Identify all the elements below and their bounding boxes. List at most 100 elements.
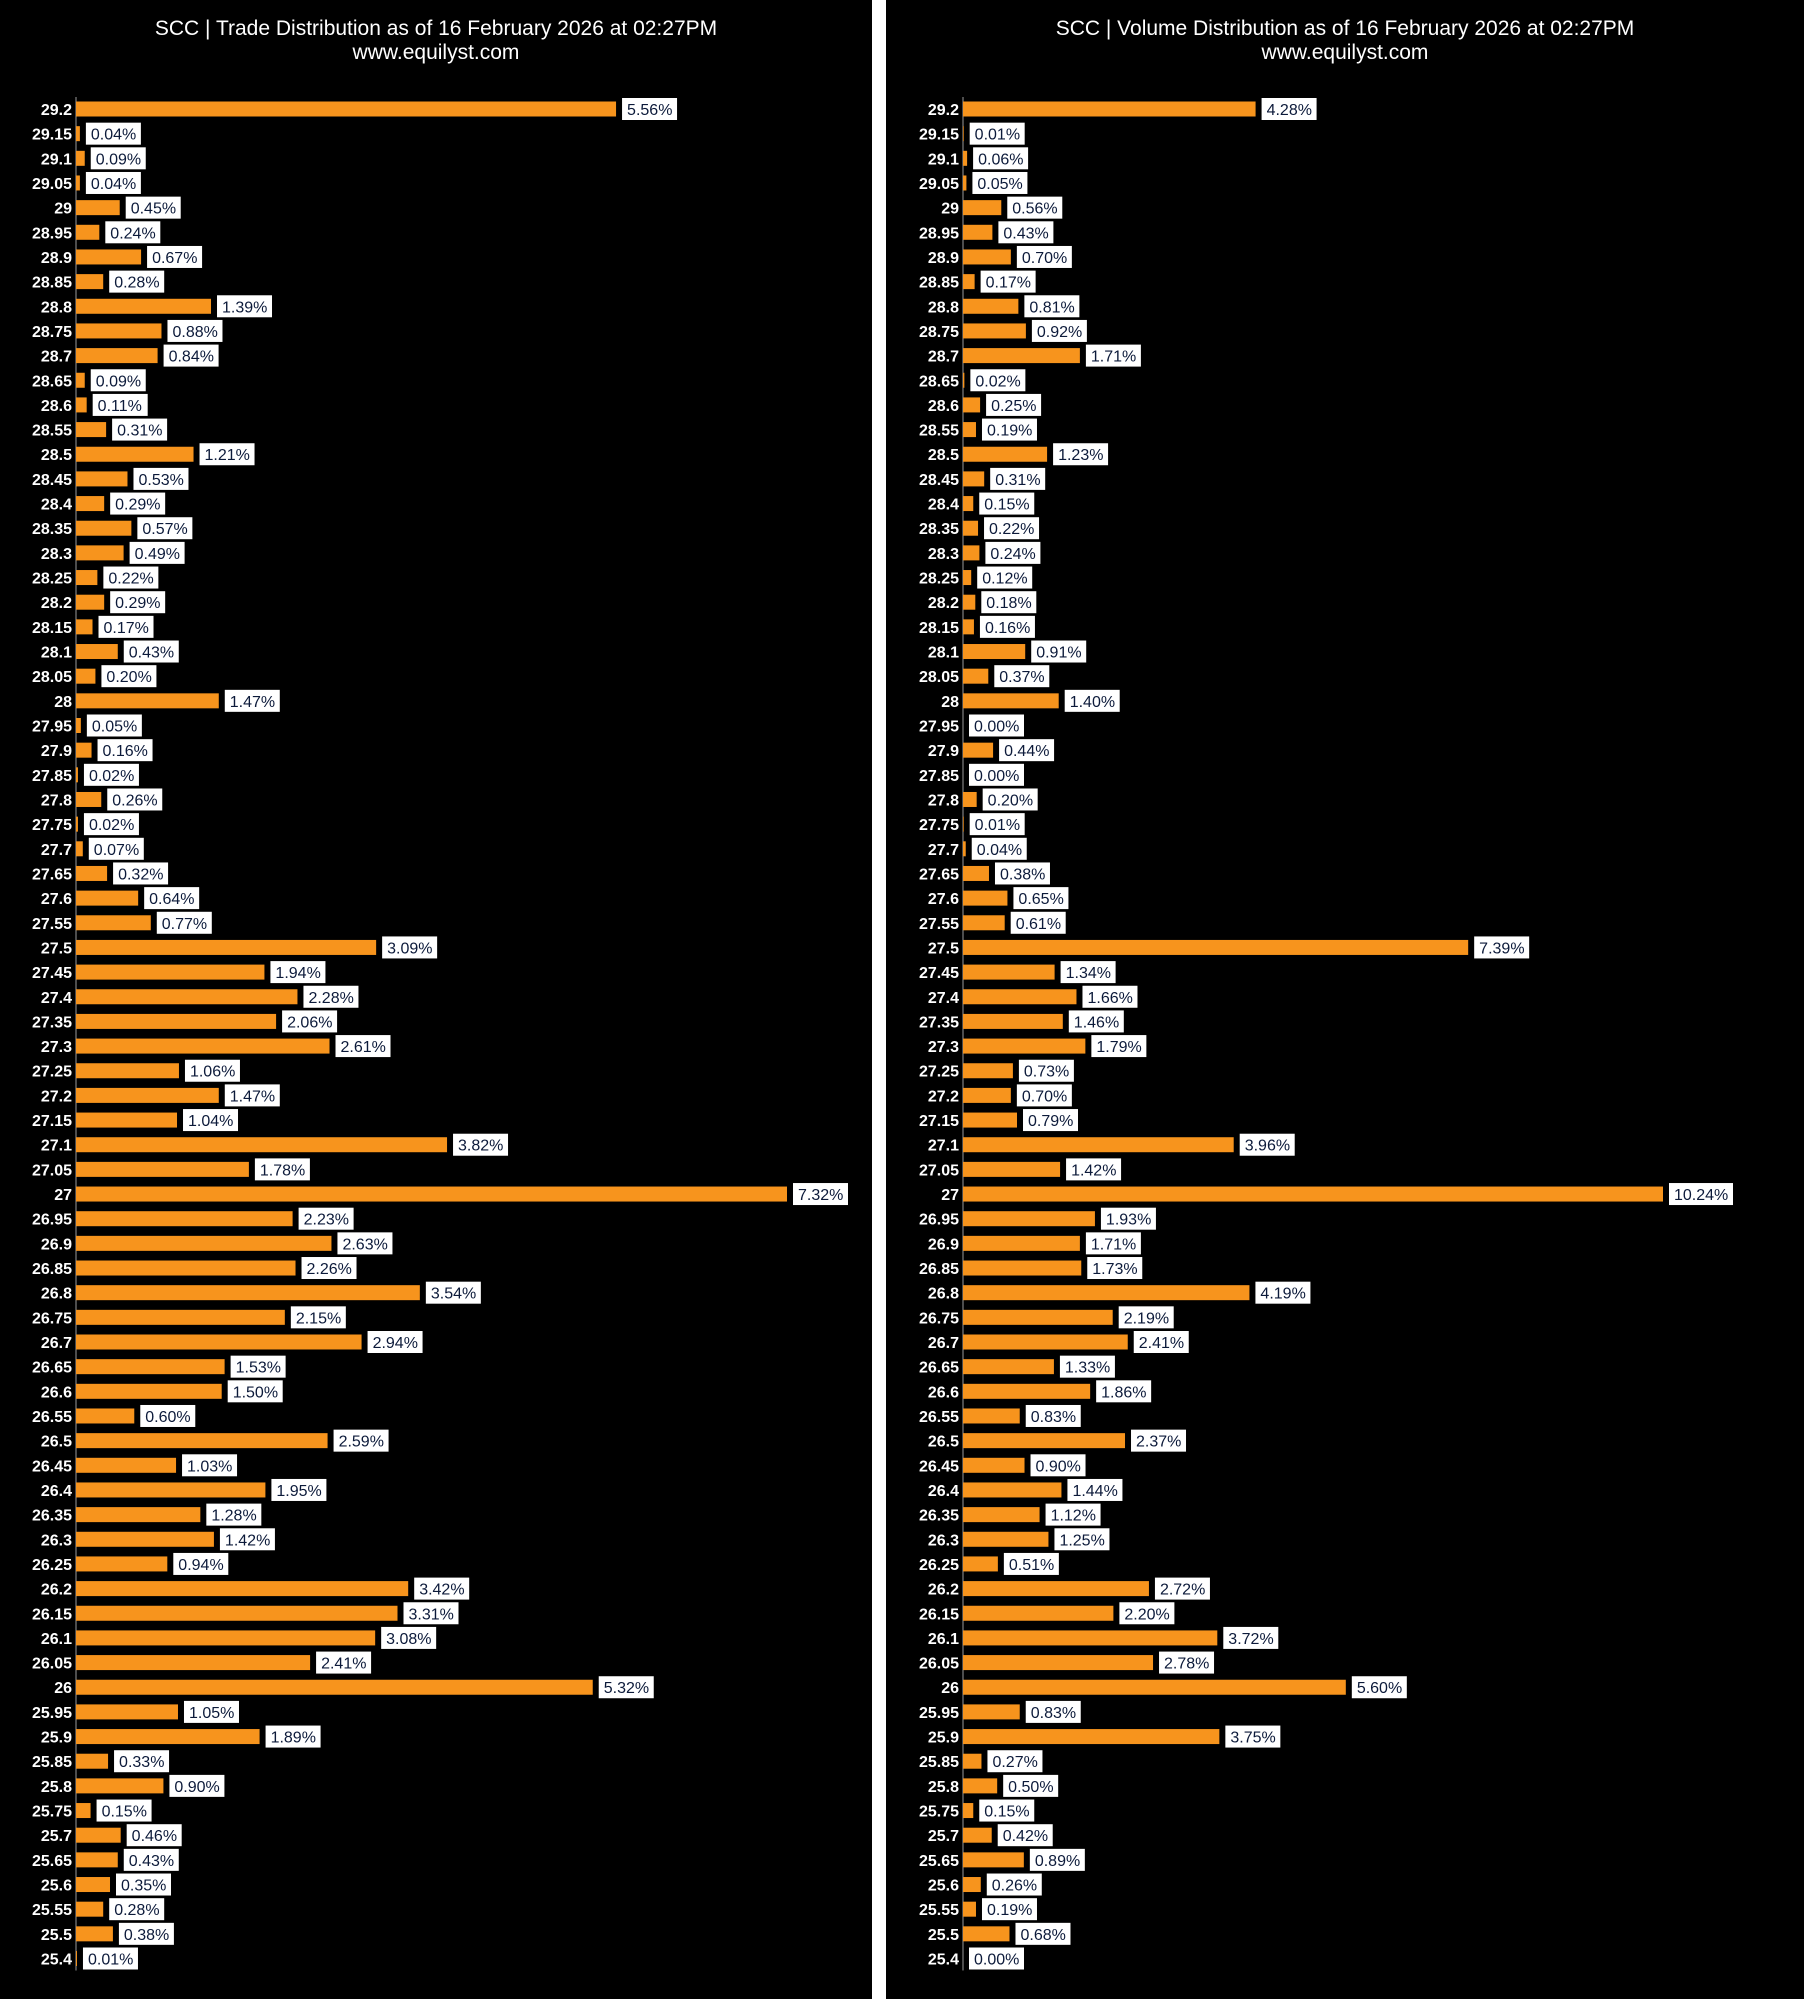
data-label-box [333, 1429, 389, 1452]
bar [963, 1679, 1346, 1695]
data-label: 2.06% [287, 1014, 332, 1031]
category-label: 26.2 [41, 1582, 72, 1599]
data-label: 2.20% [1124, 1606, 1169, 1623]
data-label: 0.26% [112, 792, 157, 809]
data-label: 0.65% [1018, 891, 1063, 908]
chart-title-line1: SCC | Trade Distribution as of 16 Februa… [154, 17, 718, 40]
category-label: 28.8 [41, 299, 72, 316]
data-label-box [971, 837, 1027, 860]
data-label: 0.01% [88, 1952, 133, 1969]
data-label: 1.53% [236, 1360, 281, 1377]
category-label: 28.4 [928, 497, 959, 514]
bar [963, 1186, 1663, 1202]
data-label: 0.90% [174, 1779, 219, 1796]
data-label-box [1133, 1331, 1189, 1353]
category-label: 27.4 [41, 990, 72, 1007]
bar [76, 200, 120, 216]
data-label-box [271, 1478, 327, 1501]
bar [76, 274, 104, 290]
data-label-box [301, 1257, 357, 1280]
category-label: 26.3 [928, 1532, 959, 1549]
data-label-box [1023, 1109, 1079, 1132]
category-label: 26.4 [928, 1483, 959, 1500]
category-label: 27.2 [41, 1088, 72, 1105]
data-label-box [86, 714, 142, 737]
data-label: 0.29% [115, 497, 160, 514]
data-label: 0.24% [110, 225, 155, 242]
bar [963, 791, 977, 807]
data-label-box [335, 1035, 391, 1058]
category-label: 26.9 [41, 1236, 72, 1253]
category-label: 28 [54, 694, 72, 711]
bar [963, 964, 1055, 980]
data-label-box [224, 1084, 280, 1107]
data-label: 2.41% [321, 1656, 366, 1673]
data-label-box [1085, 1232, 1141, 1255]
bar [963, 101, 1256, 117]
bar [76, 693, 219, 709]
data-label-box [254, 1158, 310, 1181]
category-label: 28.9 [928, 250, 959, 267]
category-label: 27.95 [919, 719, 959, 736]
bar [963, 1285, 1250, 1301]
data-label-box [298, 1207, 354, 1230]
bar [963, 693, 1059, 709]
bar [963, 668, 989, 684]
data-label: 0.43% [1003, 225, 1048, 242]
bar [963, 816, 964, 832]
data-label-box [137, 517, 193, 540]
category-label: 28.35 [32, 521, 72, 538]
chart-title-line1: SCC | Volume Distribution as of 16 Febru… [1055, 17, 1635, 40]
chart-title-line2: www.equilyst.com [352, 41, 520, 64]
category-label: 27.25 [919, 1064, 959, 1081]
data-label: 0.88% [172, 324, 217, 341]
data-label-box [1029, 1848, 1085, 1871]
bar [963, 1383, 1091, 1399]
data-label-box [113, 862, 169, 885]
data-label-box [997, 1824, 1053, 1847]
data-label-box [979, 492, 1035, 515]
data-label: 0.42% [1003, 1828, 1048, 1845]
data-label-box [1016, 245, 1072, 268]
data-label-box [1091, 1035, 1147, 1058]
data-label: 0.20% [106, 669, 151, 686]
bar [76, 1161, 249, 1177]
category-label: 27.7 [41, 842, 72, 859]
data-label: 2.41% [1139, 1335, 1184, 1352]
data-label-box [303, 985, 359, 1008]
bar [963, 249, 1011, 265]
category-label: 28.3 [41, 546, 72, 563]
data-label-box [1018, 1059, 1074, 1082]
data-label: 0.70% [1022, 250, 1067, 267]
data-label-box [1118, 1306, 1174, 1329]
bar [963, 989, 1077, 1005]
bar [76, 865, 108, 881]
data-label-box [793, 1183, 848, 1206]
trade-distribution-panel: SCC | Trade Distribution as of 16 Februa… [0, 0, 872, 1999]
data-label: 0.43% [129, 1853, 174, 1870]
bar [963, 619, 974, 635]
bar [76, 619, 93, 635]
data-label: 2.28% [308, 990, 353, 1007]
data-label-box [167, 319, 223, 342]
data-label: 3.54% [431, 1286, 476, 1303]
data-label-box [1085, 344, 1141, 367]
data-label-box [979, 615, 1035, 638]
data-label: 0.44% [1004, 743, 1049, 760]
data-label-box [337, 1232, 393, 1255]
data-label-box [85, 171, 141, 194]
bar [963, 126, 964, 142]
data-label-box [163, 344, 219, 367]
category-label: 27.6 [928, 891, 959, 908]
data-label-box [1045, 1503, 1101, 1526]
data-label-box [1064, 689, 1120, 712]
category-label: 28.75 [919, 324, 959, 341]
data-label: 0.16% [103, 743, 148, 760]
data-label: 0.02% [975, 373, 1020, 390]
bar [76, 644, 118, 660]
category-label: 27.15 [919, 1113, 959, 1130]
bar [76, 1186, 787, 1202]
bar [963, 1778, 998, 1794]
data-label-box [133, 467, 189, 490]
data-label-box [112, 418, 168, 441]
